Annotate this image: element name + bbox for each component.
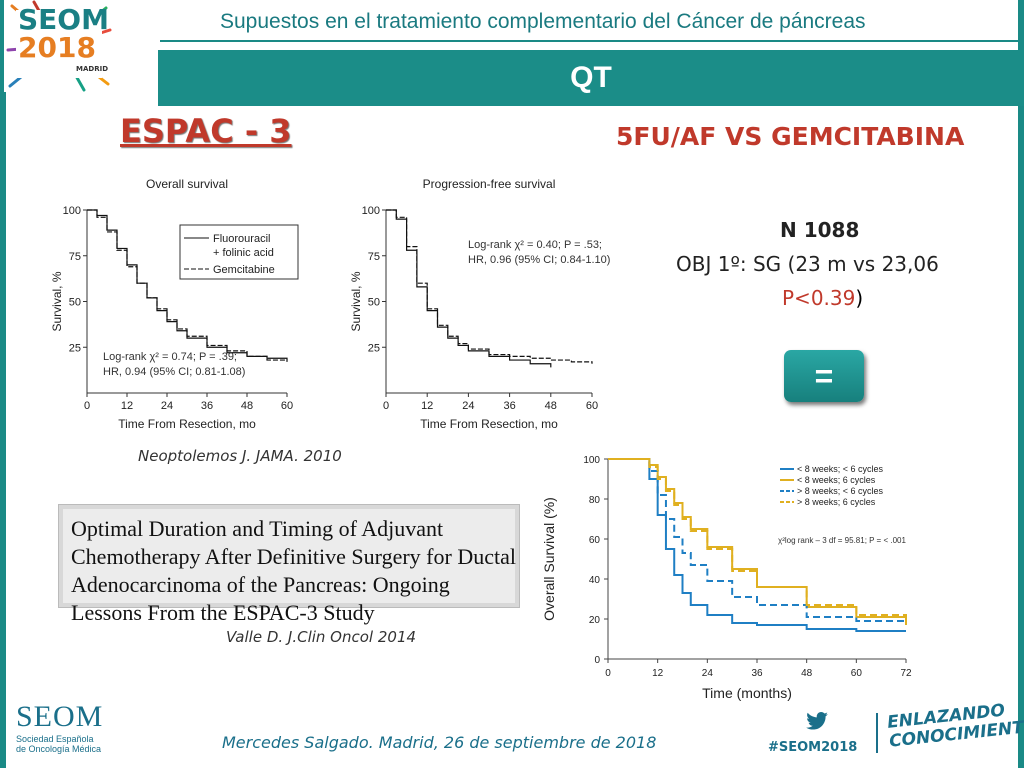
seom2018-logo: SEOM 2018 MADRID [4, 0, 114, 92]
seom-footer-sub2: de Oncología Médica [16, 744, 102, 754]
right-accent-bar [1018, 0, 1024, 768]
km-charts-svg: Overall survival 25 50 75 100 0 12 24 36 48 60 Time… [50, 177, 610, 431]
km-stat-annotation: HR, 0.94 (95% CI; 0.81-1.08) [103, 366, 245, 378]
km-x-tick-label: 60 [586, 400, 598, 412]
km-title: Progression-free survival [423, 177, 556, 191]
dur-x-tick-label: 60 [851, 668, 863, 679]
km-x-tick-label: 24 [161, 400, 173, 412]
citation-valle: Valle D. J.Clin Oncol 2014 [226, 628, 417, 646]
dur-y-tick-label: 40 [589, 575, 601, 586]
dur-y-tick-label: 0 [594, 655, 600, 666]
km-y-tick-label: 75 [368, 251, 380, 263]
dur-series-line [608, 458, 907, 621]
dur-x-tick-label: 36 [751, 668, 763, 679]
km-stat-annotation: HR, 0.96 (95% CI; 0.84-1.10) [468, 254, 610, 266]
km-x-tick-label: 0 [383, 400, 389, 412]
km-y-axis-label: Survival, % [349, 271, 363, 331]
km-stat-annotation: Log-rank χ² = 0.74; P = .39; [103, 351, 237, 363]
espac3-duration-chart: 0 20 40 60 80 100 0 12 24 36 48 60 72 Time (months) Ov… [530, 445, 920, 707]
dur-x-axis-label: Time (months) [702, 685, 792, 701]
km-series-line [386, 209, 593, 364]
dur-y-tick-label: 100 [583, 455, 600, 466]
km-legend-label: + folinic acid [213, 247, 274, 259]
slide-header-title: Supuestos en el tratamiento complementar… [220, 10, 866, 33]
sample-size: N 1088 [780, 218, 860, 242]
dur-x-tick-label: 72 [900, 668, 912, 679]
logo-year-text: 2018 [18, 31, 96, 64]
banner-text: QT [570, 61, 612, 94]
hashtag: #SEOM2018 [768, 740, 858, 755]
dur-y-tick-label: 80 [589, 495, 601, 506]
footer-author: Mercedes Salgado. Madrid, 26 de septiemb… [222, 733, 657, 752]
citation-neoptolemos: Neoptolemos J. JAMA. 2010 [138, 447, 342, 465]
km-x-tick-label: 24 [462, 400, 474, 412]
km-series-line [386, 209, 552, 368]
qt-banner: QT [158, 50, 1024, 106]
comparison-title: 5FU/AF VS GEMCITABINA [616, 122, 965, 151]
twitter-icon [806, 712, 828, 730]
km-chart-1: Overall survival 25 50 75 100 0 12 24 36 48 60 Time… [50, 177, 299, 431]
footer-divider [876, 713, 878, 753]
km-x-tick-label: 60 [281, 400, 293, 412]
km-legend: Fluorouracil + folinic acid Gemcitabine [179, 224, 299, 280]
logo-city-text: MADRID [76, 65, 108, 73]
header-divider [160, 40, 1020, 42]
dur-legend-label: < 8 weeks; 6 cycles [797, 475, 876, 485]
km-x-axis-label: Time From Resection, mo [420, 417, 558, 431]
km-legend-label: Fluorouracil [213, 233, 270, 245]
km-x-tick-label: 48 [545, 400, 557, 412]
km-x-tick-label: 12 [421, 400, 433, 412]
km-x-tick-label: 12 [121, 400, 133, 412]
km-y-tick-label: 25 [368, 342, 380, 354]
dur-x-tick-label: 0 [605, 668, 611, 679]
primary-objective: OBJ 1º: SG (23 m vs 23,06 [676, 252, 939, 276]
km-x-tick-label: 0 [84, 400, 90, 412]
km-series-line [87, 209, 288, 362]
dur-legend-label: < 8 weeks; < 6 cycles [797, 464, 884, 474]
dur-legend-label: > 8 weeks; 6 cycles [797, 497, 876, 507]
km-x-axis-label: Time From Resection, mo [118, 417, 256, 431]
km-stat-annotation: Log-rank χ² = 0.40; P = .53; [468, 239, 602, 251]
dur-x-tick-label: 48 [801, 668, 813, 679]
km-y-tick-label: 100 [63, 205, 81, 217]
p-value: P<0.39 [782, 286, 856, 310]
km-legend-label: Gemcitabine [213, 264, 275, 276]
km-title: Overall survival [146, 177, 228, 191]
km-x-tick-label: 36 [201, 400, 213, 412]
km-legend-box [179, 224, 299, 280]
p-value-line: P<0.39) [782, 286, 863, 310]
km-figure-panel: Overall survival 25 50 75 100 0 12 24 36 48 60 Time… [32, 165, 622, 435]
km-y-tick-label: 75 [69, 251, 81, 263]
km-x-tick-label: 48 [241, 400, 253, 412]
p-close: ) [855, 286, 864, 310]
logo-burst-icon [6, 0, 112, 92]
km-y-axis-label: Survival, % [50, 271, 64, 331]
seom-footer-logo: SEOM Sociedad Española de Oncología Médi… [16, 700, 116, 754]
trial-title: ESPAC - 3 [120, 112, 292, 150]
duration-chart-svg: 0 20 40 60 80 100 0 12 24 36 48 60 72 Time (months) Ov… [541, 455, 912, 701]
dur-y-tick-label: 20 [589, 615, 601, 626]
dur-legend-label: > 8 weeks; < 6 cycles [797, 486, 884, 496]
km-y-tick-label: 100 [362, 205, 380, 217]
dur-stat-annotation: χ²log rank – 3 df = 95.81; P = < .001 [778, 536, 906, 545]
equal-symbol-box: = [784, 350, 864, 402]
km-y-tick-label: 50 [69, 297, 81, 309]
dur-y-axis-label: Overall Survival (%) [541, 497, 557, 621]
dur-x-tick-label: 24 [702, 668, 714, 679]
left-accent-bar [0, 0, 6, 768]
seom-footer-word: SEOM [16, 700, 104, 733]
paper-title-text: Optimal Duration and Timing of Adjuvant … [71, 516, 516, 625]
km-y-tick-label: 50 [368, 297, 380, 309]
km-y-tick-label: 25 [69, 342, 81, 354]
paper-title-image: Optimal Duration and Timing of Adjuvant … [58, 504, 520, 625]
seom-footer-sub1: Sociedad Española [16, 734, 94, 744]
dur-y-tick-label: 60 [589, 535, 601, 546]
dur-series-line [608, 458, 907, 623]
km-x-tick-label: 36 [503, 400, 515, 412]
dur-x-tick-label: 12 [652, 668, 664, 679]
logo-seom-text: SEOM [18, 3, 109, 36]
km-chart-2: Progression-free survival 25 50 75 100 0 12 24 3… [349, 177, 610, 431]
